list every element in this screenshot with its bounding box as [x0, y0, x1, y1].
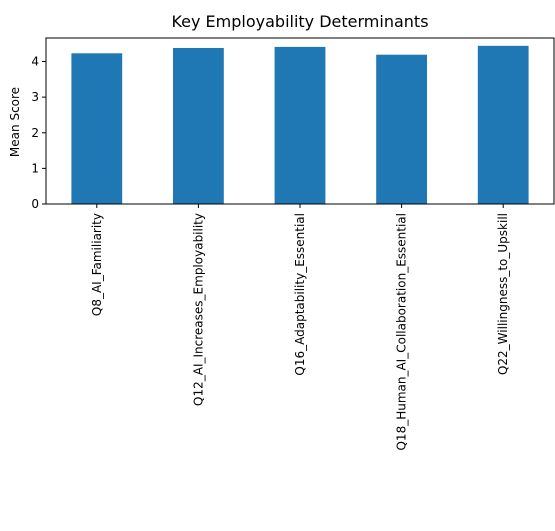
x-tick-label-1: Q12_AI_Increases_Employability: [191, 213, 205, 406]
bar-4: [477, 45, 529, 204]
y-tick-label-2: 2: [31, 126, 39, 140]
x-tick-label-0: Q8_AI_Familiarity: [90, 213, 104, 316]
bars-group: [71, 45, 529, 205]
bar-0: [71, 53, 123, 204]
x-ticks-group: Q8_AI_Familiarity Q12_AI_Increases_Employ…: [90, 204, 510, 451]
y-tick-label-0: 0: [31, 197, 39, 211]
bar-3: [376, 54, 427, 205]
y-tick-label-4: 4: [31, 55, 39, 69]
y-axis-label: Mean Score: [8, 87, 22, 157]
bar-1: [173, 48, 224, 204]
x-tick-label-3: Q18_Human_AI_Collaboration_Essential: [395, 213, 409, 451]
y-ticks-group: 0 1 2 3 4: [31, 55, 46, 211]
bar-2: [274, 46, 326, 205]
plot-frame: [45, 37, 555, 205]
x-tick-label-2: Q16_Adaptability_Essential: [293, 213, 307, 376]
y-tick-label-1: 1: [31, 161, 39, 175]
chart-title: Key Employability Determinants: [171, 12, 428, 31]
x-tick-label-4: Q22_Willingness_to_Upskill: [496, 213, 510, 375]
y-tick-label-3: 3: [31, 90, 39, 104]
